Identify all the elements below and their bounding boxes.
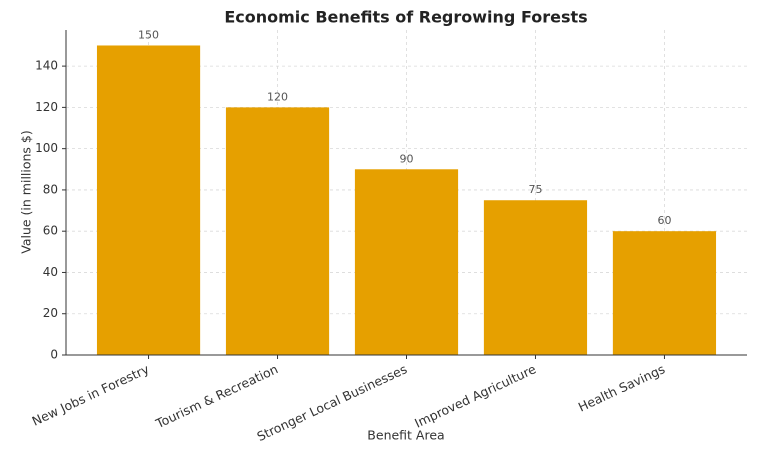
bar xyxy=(354,169,459,355)
value-label: 150 xyxy=(138,28,159,41)
y-tick-label: 120 xyxy=(35,100,58,114)
bar xyxy=(96,45,201,355)
bar xyxy=(612,231,717,355)
x-tick-label: Tourism & Recreation xyxy=(153,361,281,431)
y-tick-label: 140 xyxy=(35,59,58,73)
x-tick-label: New Jobs in Forestry xyxy=(30,361,152,429)
y-tick-label: 0 xyxy=(50,348,58,362)
x-tick-label: Improved Agriculture xyxy=(412,361,538,431)
y-tick-label: 20 xyxy=(43,306,58,320)
bar xyxy=(225,107,330,355)
value-label: 60 xyxy=(657,214,671,227)
value-label: 75 xyxy=(528,183,542,196)
y-axis-label: Value (in millions $) xyxy=(19,130,34,254)
x-tick-label: Health Savings xyxy=(576,361,667,414)
value-label: 90 xyxy=(400,152,414,165)
y-tick-label: 60 xyxy=(43,224,58,238)
y-tick-label: 100 xyxy=(35,141,58,155)
y-tick-label: 80 xyxy=(43,182,58,196)
x-axis-label: Benefit Area xyxy=(367,428,444,443)
bar xyxy=(483,200,588,355)
chart-title: Economic Benefits of Regrowing Forests xyxy=(224,8,587,27)
y-tick-label: 40 xyxy=(43,265,58,279)
value-label: 120 xyxy=(267,90,288,103)
